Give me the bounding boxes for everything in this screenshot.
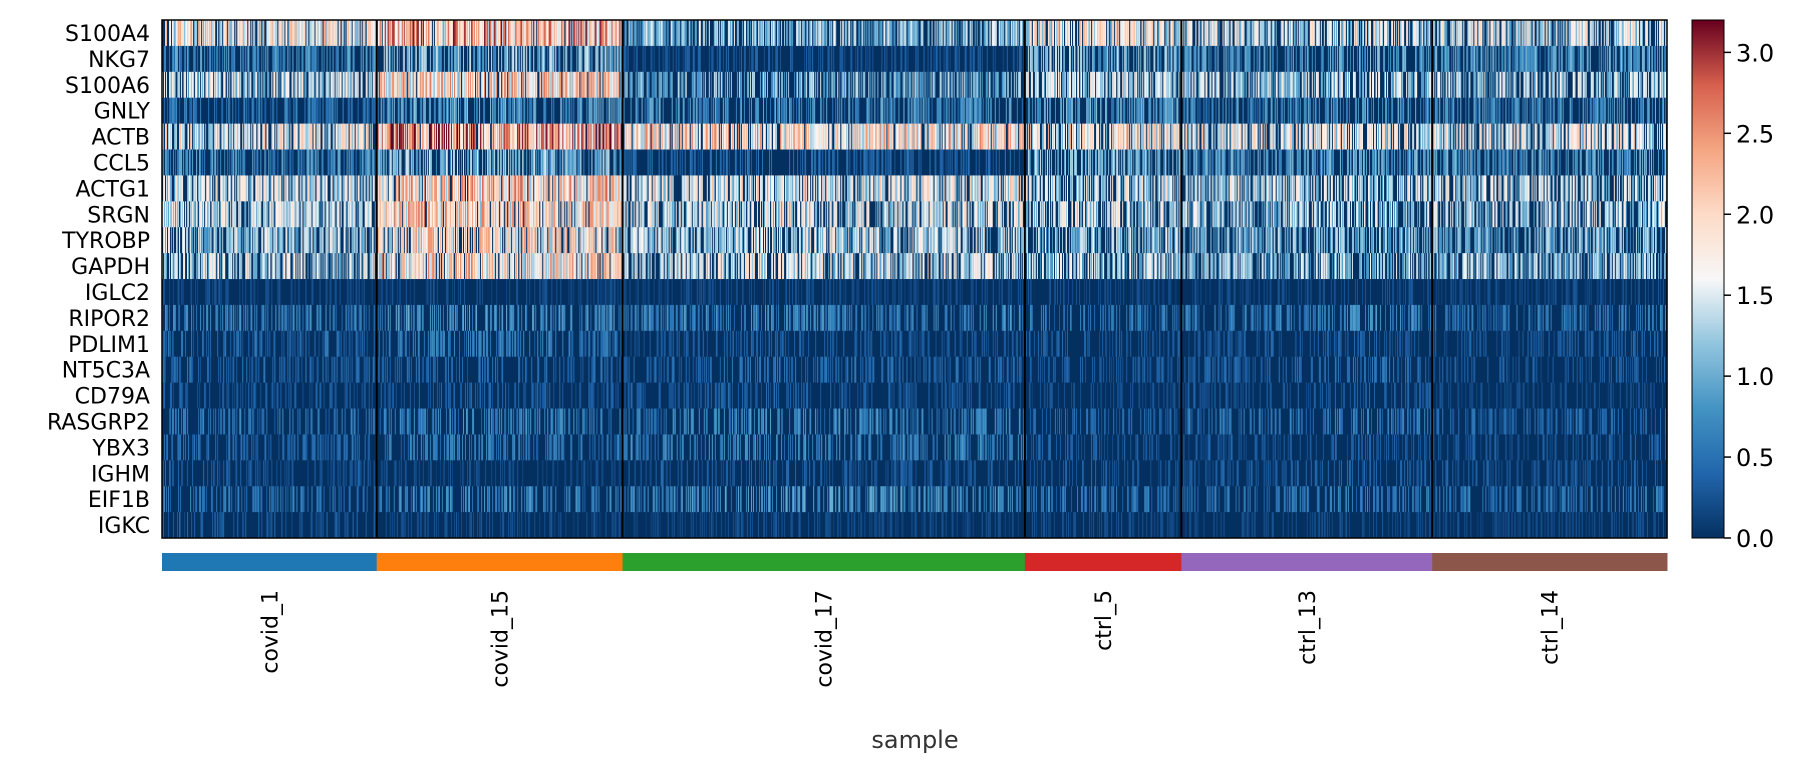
heatmap-svg: S100A4NKG7S100A6GNLYACTBCCL5ACTG1SRGNTYR… [0,0,1810,775]
heatmap-figure: S100A4 NKG7 S100A6 GNLY ACTB CCL5 ACTG1 SRGN TYR… [0,0,1810,775]
heatmap-cells [162,20,1668,538]
